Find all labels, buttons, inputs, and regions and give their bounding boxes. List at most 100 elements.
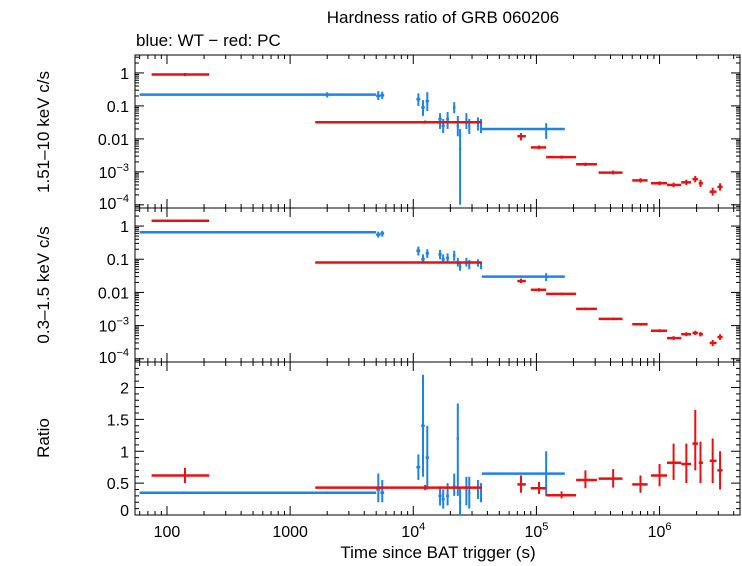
y-tick-label: 10−3	[99, 316, 129, 336]
series-wt	[139, 374, 565, 515]
data-point	[476, 479, 479, 500]
data-point	[650, 464, 668, 487]
y-tick-label: 0.01	[98, 285, 129, 302]
series-wt	[139, 91, 565, 205]
data-point	[598, 317, 623, 321]
data-point	[452, 473, 456, 496]
data-point	[425, 92, 429, 112]
data-point	[416, 246, 421, 256]
y-tick-label: 10−4	[99, 347, 129, 367]
data-point	[315, 120, 482, 124]
data-point	[456, 115, 459, 137]
data-point	[667, 443, 682, 480]
data-point	[692, 330, 698, 336]
y-tick-label: 10−4	[99, 193, 129, 213]
data-point	[416, 454, 421, 480]
data-point	[681, 443, 691, 484]
data-point	[315, 485, 482, 491]
data-point	[546, 491, 577, 499]
data-point	[416, 93, 421, 106]
data-point	[698, 332, 703, 337]
y-tick-label: 1.5	[107, 412, 129, 429]
y-tick-label: 0.5	[107, 476, 129, 493]
series-wt	[139, 230, 565, 282]
data-point	[698, 441, 703, 484]
data-point	[139, 491, 377, 494]
y-tick-label: 0	[120, 503, 129, 520]
data-point	[441, 489, 445, 509]
y-tick-label: 2	[120, 381, 129, 398]
data-point	[709, 339, 717, 347]
data-point	[151, 72, 210, 77]
series-pc	[151, 219, 723, 347]
data-point	[546, 292, 577, 296]
y-axis-label-ratio: Ratio	[34, 418, 53, 458]
data-point	[380, 230, 385, 237]
data-point	[530, 288, 547, 292]
x-tick-label: 100	[154, 524, 181, 541]
data-point	[481, 273, 565, 282]
panel-ratio: 0 0.5 1 1.5 2 Ratio	[34, 361, 741, 520]
data-point	[468, 476, 471, 509]
data-point	[717, 334, 723, 340]
data-point	[452, 250, 456, 261]
x-tick-label: 105	[524, 521, 548, 541]
data-point	[139, 92, 377, 98]
data-point	[425, 249, 429, 258]
data-point	[598, 469, 623, 488]
x-tick-labels: 100 1000 104 105 106	[154, 521, 672, 541]
data-point	[667, 182, 682, 188]
data-point	[517, 475, 526, 493]
x-tick-label: 1000	[272, 524, 308, 541]
data-point	[481, 123, 565, 139]
data-point	[446, 253, 449, 263]
x-axis-label: Time since BAT trigger (s)	[340, 543, 535, 562]
y-tick-label: 1	[120, 219, 129, 236]
data-point	[480, 483, 483, 503]
data-point	[632, 475, 648, 493]
data-point	[425, 425, 429, 490]
data-point	[530, 145, 547, 150]
x-tick-label: 106	[648, 521, 672, 541]
data-point	[681, 332, 691, 337]
plot-frame	[134, 54, 741, 209]
data-point	[315, 261, 482, 264]
data-point	[151, 467, 210, 484]
data-point	[576, 162, 597, 167]
y-axis-label-soft: 0.3–1.5 keV c/s	[34, 226, 53, 343]
data-point	[667, 336, 682, 340]
data-point	[717, 183, 723, 191]
data-point	[698, 179, 703, 187]
data-point	[717, 451, 723, 490]
data-point	[465, 476, 468, 506]
y-tick-label: 0.1	[107, 99, 129, 116]
data-point	[456, 403, 459, 496]
data-point	[576, 307, 597, 311]
y-tick-label: 10−3	[99, 162, 129, 182]
data-point	[517, 278, 526, 284]
y-axis-label-hard: 1.51–10 keV c/s	[34, 71, 53, 193]
data-point	[476, 117, 479, 131]
data-point	[598, 170, 623, 175]
data-point	[452, 102, 456, 114]
data-point	[546, 155, 577, 159]
data-point	[458, 128, 462, 205]
data-point	[151, 219, 210, 222]
data-point	[632, 322, 648, 326]
panel-soft: 1 0.1 0.01 10−3 10−4 0.3–1.5 keV c/s	[34, 207, 741, 367]
data-point	[446, 112, 449, 129]
y-tick-label: 0.01	[98, 132, 129, 149]
data-point	[709, 187, 717, 196]
data-point	[517, 133, 526, 141]
data-point	[438, 486, 442, 506]
data-point	[438, 249, 442, 260]
data-point	[576, 470, 597, 489]
data-point	[530, 481, 547, 494]
data-point	[376, 231, 381, 238]
series-pc	[151, 72, 723, 196]
chart-subtitle: blue: WT − red: PC	[136, 31, 281, 50]
data-point	[709, 438, 717, 484]
chart-title: Hardness ratio of GRB 060206	[327, 8, 559, 27]
